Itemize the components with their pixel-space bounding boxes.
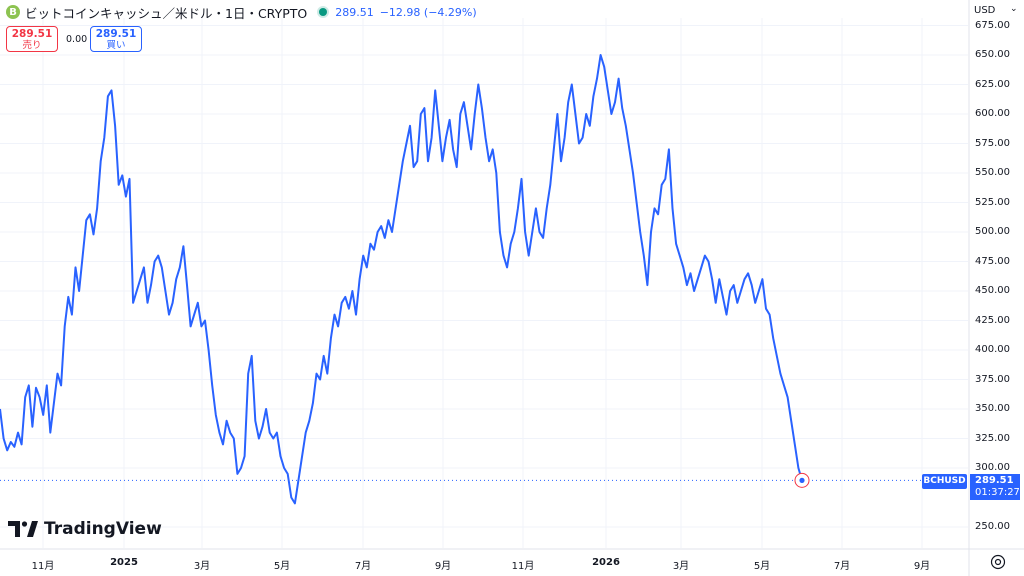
price-tick-label: 425.00 xyxy=(975,314,1010,326)
price-tick-label: 350.00 xyxy=(975,403,1010,414)
price-tick-label: 600.00 xyxy=(975,108,1010,119)
price-tick-label: 625.00 xyxy=(975,78,1010,90)
tradingview-logo[interactable]: TradingView xyxy=(8,519,162,539)
logo-text: TradingView xyxy=(44,519,162,539)
symbol-badge: BCHUSD xyxy=(922,474,967,489)
price-line xyxy=(0,54,803,505)
time-tick-label: 2025 xyxy=(110,557,138,568)
buy-button[interactable]: 289.51 買い xyxy=(90,26,142,52)
sell-button[interactable]: 289.51 売り xyxy=(6,26,58,52)
time-tick-label: 9月 xyxy=(434,561,452,572)
bitcoin-cash-icon: B xyxy=(6,5,20,19)
time-tick-label: 3月 xyxy=(193,561,211,572)
price-tick-label: 300.00 xyxy=(975,462,1010,473)
current-price-label: 289.51 xyxy=(975,475,1014,486)
price-tick-label: 450.00 xyxy=(975,285,1010,296)
bar-countdown: 01:37:27 xyxy=(975,487,1020,498)
symbol-title[interactable]: ビットコインキャッシュ／米ドル・1日・CRYPTO xyxy=(25,5,308,21)
sell-price: 289.51 xyxy=(11,28,53,40)
price-tick-label: 575.00 xyxy=(975,137,1010,149)
buy-price: 289.51 xyxy=(95,28,137,40)
current-price-badge: 289.51 01:37:27 xyxy=(970,474,1020,500)
time-tick-label: 5月 xyxy=(273,561,291,572)
header-price-change: −12.98 (−4.29%) xyxy=(379,5,477,19)
price-tick-label: 500.00 xyxy=(975,226,1010,237)
price-tick-label: 400.00 xyxy=(975,344,1010,355)
tradingview-logo-icon xyxy=(8,521,38,537)
price-tick-label: 250.00 xyxy=(975,521,1010,532)
time-tick-label: 11月 xyxy=(511,561,535,572)
last-point-dot xyxy=(799,477,805,483)
time-tick-label: 7月 xyxy=(354,561,372,572)
market-status-icon[interactable] xyxy=(319,8,328,16)
price-tick-label: 550.00 xyxy=(975,167,1010,178)
price-tick-label: 525.00 xyxy=(975,196,1010,208)
time-tick-label: 11月 xyxy=(31,561,55,572)
settings-icon[interactable] xyxy=(989,553,1007,571)
price-tick-label: 650.00 xyxy=(975,49,1010,60)
currency-selector[interactable]: USD xyxy=(974,5,996,16)
time-tick-label: 3月 xyxy=(672,561,690,572)
price-tick-label: 375.00 xyxy=(975,373,1010,385)
sell-label: 売り xyxy=(22,40,42,51)
time-tick-label: 9月 xyxy=(913,561,931,572)
price-tick-label: 475.00 xyxy=(975,255,1010,267)
spread-value: 0.00 xyxy=(66,34,88,45)
time-tick-label: 5月 xyxy=(753,561,771,572)
buy-label: 買い xyxy=(106,40,126,51)
price-tick-label: 675.00 xyxy=(975,19,1010,31)
time-tick-label: 2026 xyxy=(592,557,620,568)
chevron-down-icon[interactable]: ⌄ xyxy=(1010,4,1018,14)
price-tick-label: 325.00 xyxy=(975,432,1010,444)
header-last-price: 289.51 xyxy=(335,5,374,19)
symbol-header: B ビットコインキャッシュ／米ドル・1日・CRYPTO 289.51 −12.9… xyxy=(6,3,481,21)
time-tick-label: 7月 xyxy=(833,561,851,572)
